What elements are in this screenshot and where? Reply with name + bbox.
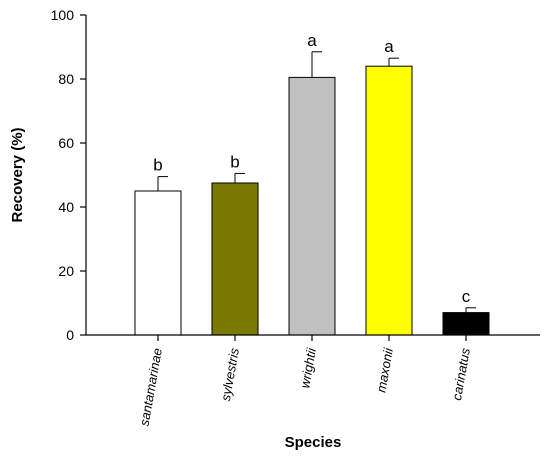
bar-carinatus (442, 312, 490, 336)
bar-maxonii (365, 65, 413, 336)
x-category-label: carinatus (449, 346, 473, 401)
y-axis-title: Recovery (%) (9, 127, 26, 222)
y-tick-label: 0 (66, 327, 74, 343)
significance-letter-carinatus: c (462, 287, 471, 306)
error-bars-layer (157, 51, 476, 313)
significance-letter-maxonii: a (384, 37, 394, 56)
bar-santamarinae (134, 190, 182, 336)
x-category-label: wrightii (297, 346, 319, 390)
bar-wrightii (288, 76, 336, 336)
axes-layer (80, 14, 540, 341)
significance-letter-santamarinae: b (153, 156, 162, 175)
y-tick-label: 100 (51, 7, 75, 23)
x-axis-title: Species (285, 434, 342, 451)
y-tick-label: 40 (58, 199, 74, 215)
x-category-label: santamarinae (137, 347, 165, 427)
significance-letter-wrightii: a (307, 31, 317, 50)
bar-sylvestris (211, 182, 259, 336)
y-tick-label: 80 (58, 71, 74, 87)
bars-layer (134, 65, 490, 336)
y-tick-label: 60 (58, 135, 74, 151)
x-category-label: maxonii (373, 346, 396, 394)
significance-letter-sylvestris: b (230, 152, 239, 171)
y-tick-label: 20 (58, 263, 74, 279)
x-category-label: sylvestris (218, 346, 242, 402)
